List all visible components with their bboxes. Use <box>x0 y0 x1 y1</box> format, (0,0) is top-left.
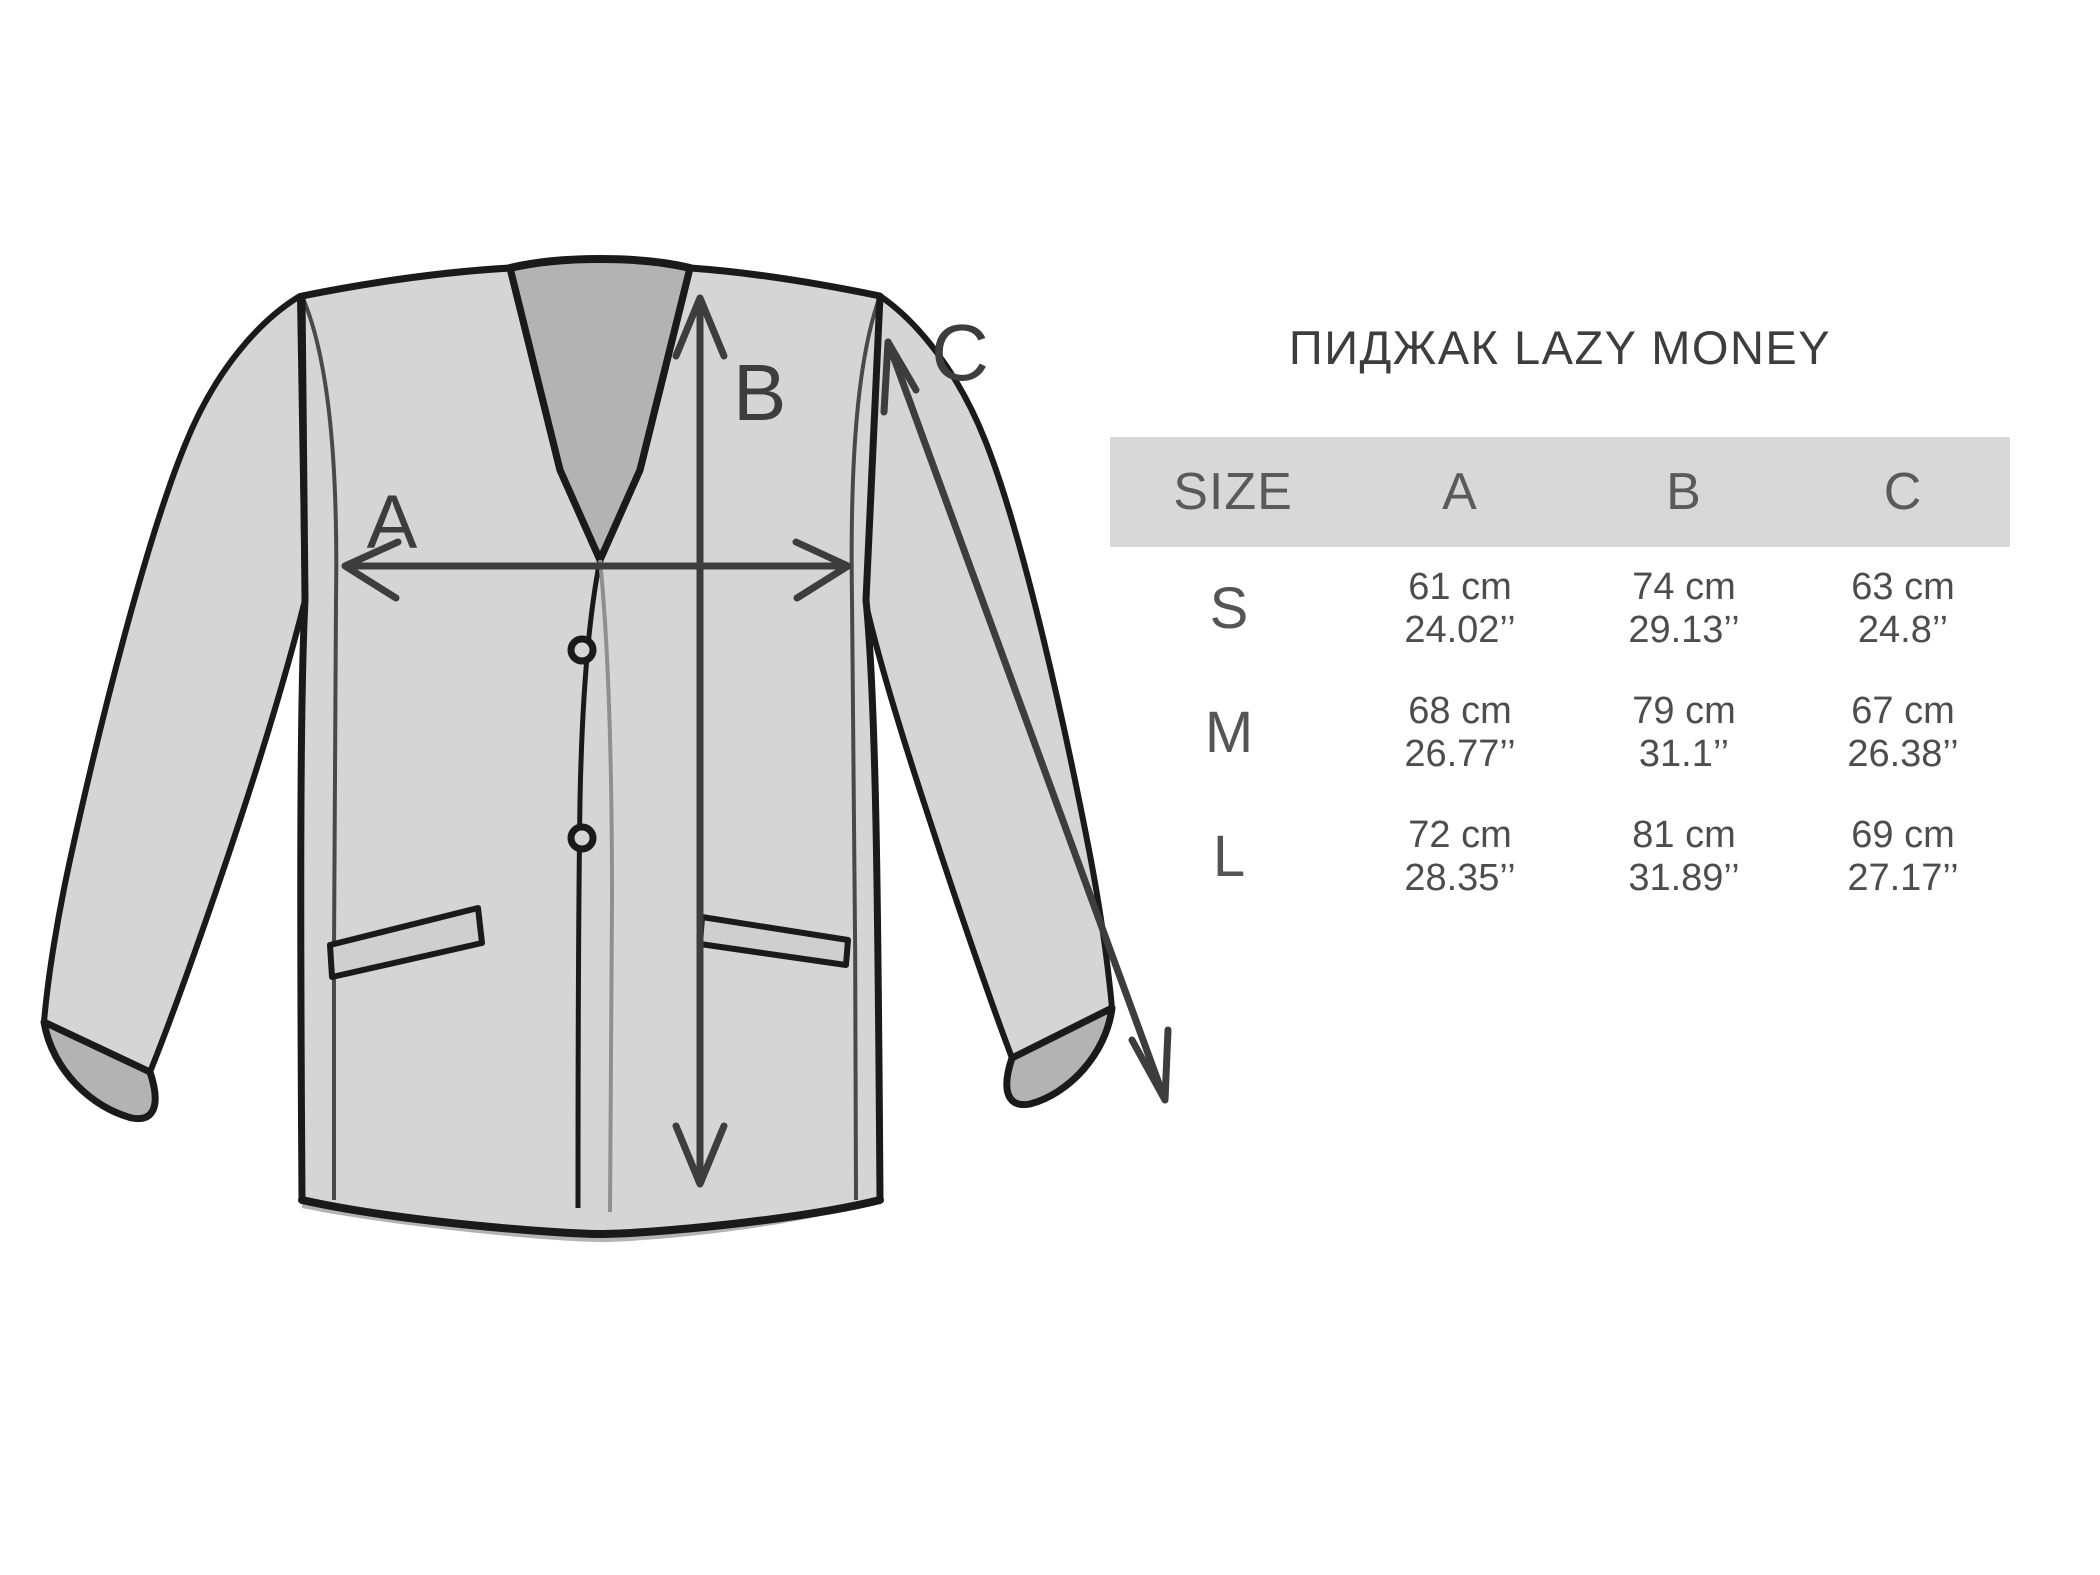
page-title: ПИДЖАК LAZY MONEY <box>1288 321 1832 374</box>
jacket-right-cuff <box>1003 1004 1116 1109</box>
cell-m-a-cm: 68 cm <box>1408 690 1512 733</box>
measure-c-arrow-top <box>880 338 920 416</box>
size-table: SIZE A B C S 61 cm 24.02’’ 74 cm 29.13 <box>1110 437 2010 919</box>
jacket-illustration: A B C <box>40 255 1172 1242</box>
cell-s-a-cm: 61 cm <box>1408 566 1512 609</box>
cell-m-b: 79 cm 31.1’’ <box>1572 671 1796 795</box>
cell-m-c: 67 cm 26.38’’ <box>1796 671 2010 795</box>
jacket-left-sleeve <box>41 293 308 1075</box>
cell-s-a-inch: 24.02’’ <box>1404 609 1516 651</box>
column-header-c: C <box>1796 437 2010 547</box>
cell-m-b-cm: 79 cm <box>1632 690 1736 733</box>
cell-l-b-cm: 81 cm <box>1632 814 1736 857</box>
table-row: M 68 cm 26.77’’ 79 cm 31.1’’ 67 cm 26.38… <box>1110 671 2010 795</box>
cell-s-b-cm: 74 cm <box>1632 566 1736 609</box>
measure-b-arrow-bottom <box>672 1122 728 1188</box>
jacket-center-fold <box>598 559 615 1213</box>
measure-a-arrow-left <box>341 538 402 602</box>
cell-m-c-inch: 26.38’’ <box>1847 733 1959 775</box>
cell-l-a: 72 cm 28.35’’ <box>1348 795 1572 919</box>
cell-l-c: 69 cm 27.17’’ <box>1796 795 2010 919</box>
cell-s-c: 63 cm 24.8’’ <box>1796 547 2010 671</box>
cell-m-a-inch: 26.77’’ <box>1404 733 1516 775</box>
cell-m-b-inch: 31.1’’ <box>1638 733 1730 775</box>
jacket-neck-curve <box>506 255 694 272</box>
size-label-m: M <box>1204 700 1254 765</box>
jacket-left-lapel-edge <box>506 264 604 564</box>
measure-b-label: B <box>733 348 786 437</box>
jacket-left-shoulder-seam <box>300 295 339 1201</box>
cell-m-a: 68 cm 26.77’’ <box>1348 671 1572 795</box>
cell-s-b: 74 cm 29.13’’ <box>1572 547 1796 671</box>
table-row: S 61 cm 24.02’’ 74 cm 29.13’’ 63 cm 24.8… <box>1110 547 2010 671</box>
jacket-right-lapel-edge <box>596 264 694 564</box>
measure-b-arrow-top <box>672 294 728 360</box>
jacket-button-top <box>567 635 597 665</box>
size-label-l: L <box>1212 824 1246 889</box>
size-table-header-row: SIZE A B C <box>1110 437 2010 547</box>
jacket-button-bottom <box>567 823 597 853</box>
jacket-inner-neck-shadow <box>510 260 690 560</box>
jacket-hem-line <box>298 1196 884 1239</box>
column-header-a: A <box>1348 437 1572 547</box>
column-header-size: SIZE <box>1110 437 1348 547</box>
jacket-right-sleeve <box>862 293 1115 1061</box>
cell-l-c-cm: 69 cm <box>1851 814 1955 857</box>
table-row: L 72 cm 28.35’’ 81 cm 31.89’’ 69 cm 27.1… <box>1110 795 2010 919</box>
jacket-right-shoulder-seam <box>849 295 882 1201</box>
cell-l-b-inch: 31.89’’ <box>1628 857 1740 899</box>
cell-m-c-cm: 67 cm <box>1851 690 1955 733</box>
jacket-left-cuff <box>40 1018 159 1123</box>
cell-s-c-cm: 63 cm <box>1851 566 1955 609</box>
measure-a-arrow-right <box>792 538 852 602</box>
cell-l-a-cm: 72 cm <box>1408 814 1512 857</box>
cell-s-c-inch: 24.8’’ <box>1857 609 1949 651</box>
size-label-s: S <box>1209 576 1249 641</box>
cell-s-a: 61 cm 24.02’’ <box>1348 547 1572 671</box>
cell-l-c-inch: 27.17’’ <box>1847 857 1959 899</box>
measure-c-label: C <box>931 308 989 397</box>
measure-c-line <box>884 340 1169 1102</box>
measure-c-arrow-bottom <box>1128 1026 1172 1104</box>
jacket-pocket-left <box>327 905 485 980</box>
column-header-b: B <box>1572 437 1796 547</box>
measure-a-label: A <box>367 480 418 565</box>
cell-l-b: 81 cm 31.89’’ <box>1572 795 1796 919</box>
cell-s-b-inch: 29.13’’ <box>1628 609 1740 651</box>
size-chart-panel: ПИДЖАК LAZY MONEY SIZE A B C S 61 cm <box>1100 320 2040 919</box>
cell-l-a-inch: 28.35’’ <box>1404 857 1516 899</box>
